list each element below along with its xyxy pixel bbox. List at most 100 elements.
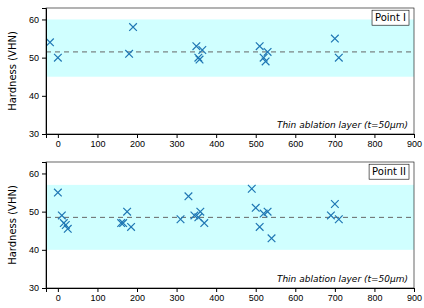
y-tick-mark — [42, 19, 46, 20]
point — [58, 212, 66, 220]
plot-area — [46, 185, 414, 250]
x-tick: 200 — [130, 134, 145, 149]
y-tick: 40 — [29, 245, 46, 255]
mean-line — [46, 51, 414, 52]
x-axis: 0100200300400500600700800900 — [47, 134, 423, 149]
label-frame — [372, 10, 409, 25]
y-tick-mark — [42, 58, 46, 59]
point — [331, 35, 339, 43]
point — [119, 219, 127, 227]
y-tick-mark — [42, 134, 46, 135]
x-tick-label: 100 — [90, 139, 105, 149]
x-tick: 100 — [90, 288, 105, 303]
point — [46, 39, 54, 47]
point — [196, 208, 204, 216]
y-tick: 40 — [29, 91, 46, 101]
x-tick-label: 0 — [56, 139, 61, 149]
x-tick-label: 700 — [328, 293, 343, 303]
point — [127, 223, 135, 231]
x-tick: 900 — [407, 134, 422, 149]
x-tick-mark — [58, 134, 59, 138]
x-tick-label: 0 — [56, 293, 61, 303]
x-tick: 900 — [407, 288, 422, 303]
y-axis-line — [42, 9, 47, 135]
y-axis-title: Hardness (VHN) — [7, 31, 18, 111]
annotation: Thin ablation layer (t=50μm) — [277, 274, 408, 284]
x-tick: 300 — [170, 288, 185, 303]
x-tick-mark — [414, 288, 415, 292]
x-tick-label: 800 — [367, 139, 382, 149]
x-tick-mark — [374, 288, 375, 292]
x-tick: 0 — [56, 288, 61, 303]
y-tick: 60 — [29, 15, 46, 25]
panel-label: Point I — [375, 12, 406, 23]
point — [54, 189, 62, 197]
y-tick-mark — [42, 288, 46, 289]
x-tick: 0 — [56, 134, 61, 149]
mean-line — [46, 217, 414, 218]
point — [125, 50, 133, 58]
y-tick: 50 — [29, 53, 46, 63]
point — [264, 48, 272, 56]
x-tick-label: 600 — [288, 139, 303, 149]
annotation: Thin ablation layer (t=50μm) — [277, 120, 408, 130]
y-tick-label: 40 — [29, 91, 39, 101]
frame — [46, 162, 414, 288]
x-tick-mark — [335, 288, 336, 292]
label-frame — [369, 164, 409, 179]
point — [262, 58, 270, 66]
y-tick-label: 40 — [29, 245, 39, 255]
x-tick-label: 600 — [288, 293, 303, 303]
x-tick-mark — [137, 288, 138, 292]
point — [268, 235, 276, 243]
y-tick-label: 60 — [29, 15, 39, 25]
x-tick: 700 — [328, 288, 343, 303]
y-tick-mark — [42, 173, 46, 174]
point — [54, 54, 62, 62]
x-tick: 500 — [249, 134, 264, 149]
x-tick-mark — [216, 134, 217, 138]
y-axis: 30405060 — [29, 163, 47, 294]
x-tick-mark — [97, 134, 98, 138]
x-tick-label: 300 — [170, 139, 185, 149]
point — [327, 212, 335, 220]
y-tick: 60 — [29, 169, 46, 179]
figure: 010020030040050060070080090030405060Hard… — [0, 0, 424, 308]
x-tick-mark — [414, 134, 415, 138]
x-tick-mark — [58, 288, 59, 292]
x-tick-mark — [177, 288, 178, 292]
y-tick-mark — [42, 212, 46, 213]
x-tick: 800 — [367, 134, 382, 149]
x-tick-mark — [374, 134, 375, 138]
y-tick-label: 50 — [29, 53, 39, 63]
x-tick-label: 100 — [90, 293, 105, 303]
panel: 010020030040050060070080090030405060Hard… — [7, 8, 422, 149]
x-tick: 400 — [209, 288, 224, 303]
y-axis-line — [42, 163, 47, 289]
point — [335, 54, 343, 62]
panel: 010020030040050060070080090030405060Hard… — [7, 162, 422, 303]
x-tick-mark — [216, 288, 217, 292]
y-tick-mark — [42, 96, 46, 97]
y-tick-label: 60 — [29, 169, 39, 179]
x-tick-mark — [256, 134, 257, 138]
point — [248, 185, 256, 193]
y-axis: 30 40 50 60 — [29, 9, 47, 140]
label-box: Point II — [369, 164, 409, 179]
y-tick-label: 50 — [29, 207, 39, 217]
band — [46, 19, 414, 76]
x-tick: 200 — [130, 288, 145, 303]
x-tick: 700 — [328, 134, 343, 149]
x-tick-label: 900 — [407, 293, 422, 303]
x-tick-label: 700 — [328, 139, 343, 149]
x-axis: 0100200300400500600700800900 — [47, 288, 423, 303]
point — [252, 204, 260, 212]
point — [185, 193, 193, 201]
x-tick-label: 900 — [407, 139, 422, 149]
x-tick-label: 200 — [130, 139, 145, 149]
y-tick-label: 30 — [29, 129, 39, 139]
x-tick-label: 200 — [130, 293, 145, 303]
point — [200, 219, 208, 227]
y-tick: 30 — [29, 129, 46, 139]
x-tick: 800 — [367, 288, 382, 303]
